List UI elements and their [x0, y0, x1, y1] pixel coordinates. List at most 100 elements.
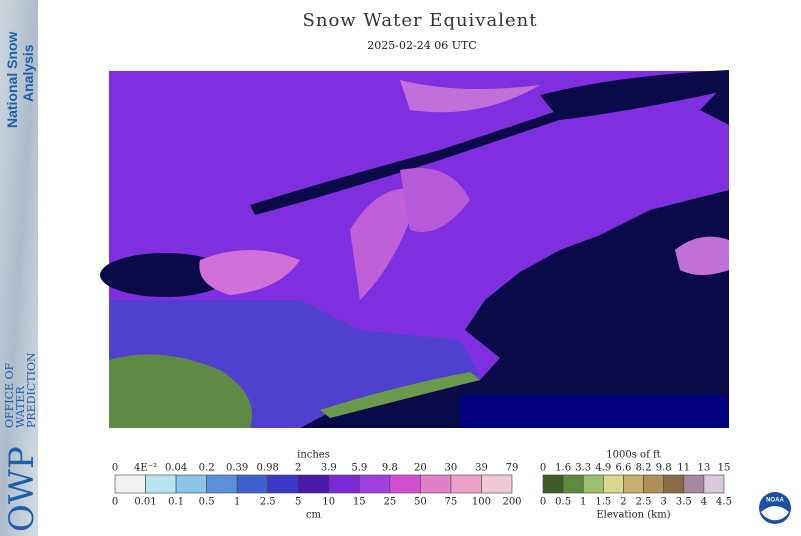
legend-swatch: [297, 474, 330, 494]
adirondacks: [350, 188, 420, 300]
elevation-legend: 0 1.6 3.3 4.9 6.6 8.2 9.8 11 13 15 0 0.5 1 1.5 2 2.5 3 3.…: [540, 450, 732, 521]
legend-swatch: [114, 474, 146, 494]
legend-bottom-label: 2: [620, 497, 626, 508]
legend-swatch: [359, 474, 391, 494]
legend-bottom-label: 3: [660, 497, 666, 508]
legend-bottom-label: 2.5: [636, 497, 652, 508]
legend-bottom-label: 0: [112, 497, 118, 508]
legend-swatch: [663, 474, 685, 494]
legend-top-label: 9.8: [382, 463, 398, 474]
canada-snow: [400, 80, 540, 113]
legend-top-label: 15: [718, 463, 731, 474]
legend-swatch: [643, 474, 664, 494]
legend-swatch: [145, 474, 177, 494]
legend-swatch: [389, 474, 421, 494]
legend-bottom-label: 50: [414, 497, 427, 508]
date: 2025-02-24 06 UTC: [367, 39, 476, 52]
legend-bottom-label: 4.5: [716, 497, 732, 508]
st-lawrence: [250, 110, 565, 215]
legend-bottom-label: 2.5: [260, 497, 276, 508]
legend-top-label: 0.98: [257, 463, 279, 474]
legend-swatch: [582, 474, 604, 494]
legend-bottom-label: 200: [502, 497, 521, 508]
legend-top-label: 0.39: [226, 463, 248, 474]
legend-bottom-label: 5: [295, 497, 301, 508]
legend-bottom-unit: cm: [306, 510, 322, 521]
owp-logo: OWP: [2, 446, 42, 532]
legend-swatch: [683, 474, 705, 494]
legend-top-label: 8.2: [636, 463, 652, 474]
noaa-wave: [761, 506, 789, 521]
legend-top-label: 0.04: [165, 463, 187, 474]
lake-ontario: [100, 253, 230, 297]
title: Snow Water Equivalent: [303, 10, 538, 31]
legend-bottom-label: 1.5: [595, 497, 611, 508]
legend-swatch: [481, 474, 513, 494]
legend-bottom-unit: Elevation (km): [596, 510, 670, 521]
legend-swatch: [623, 474, 644, 494]
legend-swatch: [236, 474, 268, 494]
snowbelt: [199, 250, 300, 295]
office-line2: WATER: [14, 386, 27, 428]
lowland: [109, 354, 252, 428]
legend-bottom-label: 15: [353, 497, 366, 508]
legend-top-label: 20: [414, 463, 427, 474]
long-island: [320, 372, 480, 418]
legend-top-label: 4E⁻²: [134, 463, 157, 474]
brand-line2: Analysis: [20, 44, 36, 102]
ocean-box: [460, 395, 729, 428]
nova-scotia: [675, 236, 729, 275]
legend-top-label: 30: [445, 463, 458, 474]
legend-bottom-label: 4: [701, 497, 707, 508]
legend-swatch: [175, 474, 207, 494]
river-estuary: [540, 70, 729, 120]
legend-top-label: 3.3: [575, 463, 591, 474]
legend-bottom-label: 0.5: [555, 497, 571, 508]
legend-top-unit: 1000s of ft: [606, 450, 660, 461]
snow-legend: 0 4E⁻² 0.04 0.2 0.39 0.98 2 3.9 5.9 9.8 20 30 39 79 0 0…: [112, 450, 522, 521]
legend-top-label: 2: [295, 463, 301, 474]
legend-top-label: 0: [540, 463, 546, 474]
legend-bottom-label: 0.1: [168, 497, 184, 508]
legend-top-label: 5.9: [351, 463, 367, 474]
legend-bottom-label: 75: [445, 497, 458, 508]
legend-top-label: 0.2: [199, 463, 215, 474]
legend-top-label: 11: [677, 463, 690, 474]
office-line1: OFFICE OF: [3, 362, 16, 428]
legend-swatch: [542, 474, 564, 494]
legend-swatch: [328, 474, 360, 494]
legend-top-unit: inches: [297, 450, 330, 461]
legend-bottom-label: 10: [322, 497, 335, 508]
legend-bottom-label: 1: [234, 497, 240, 508]
legend-top-label: 39: [475, 463, 488, 474]
office-line3: PREDICTION: [25, 352, 38, 428]
legend-bottom-label: 25: [383, 497, 396, 508]
legend-swatch: [603, 474, 624, 494]
legend-swatch: [206, 474, 238, 494]
legend-top-label: 79: [506, 463, 519, 474]
legend-top-label: 4.9: [595, 463, 611, 474]
legend-top-label: 9.8: [656, 463, 672, 474]
sidebar: [0, 0, 38, 536]
legend-bottom-label: 3.5: [676, 497, 692, 508]
legend-top-label: 13: [698, 463, 711, 474]
brand-line1: National Snow: [4, 31, 20, 128]
noaa-text: NOAA: [766, 498, 784, 504]
legend-swatch: [703, 474, 725, 494]
legend-top-label: 6.6: [615, 463, 631, 474]
legend-top-label: 0: [112, 463, 118, 474]
legend-swatch: [420, 474, 452, 494]
legend-swatch: [450, 474, 482, 494]
green-mountains: [400, 168, 470, 232]
legend-swatch: [267, 474, 299, 494]
legend-swatch: [562, 474, 584, 494]
map: [100, 70, 729, 428]
legend-top-label: 3.9: [321, 463, 337, 474]
legend-bottom-label: 0.5: [199, 497, 215, 508]
legend-top-label: 1.6: [555, 463, 571, 474]
legend-bottom-label: 0: [540, 497, 546, 508]
legend-bottom-label: 0.01: [134, 497, 156, 508]
legend-bottom-label: 1: [580, 497, 586, 508]
legend-bottom-label: 100: [472, 497, 491, 508]
